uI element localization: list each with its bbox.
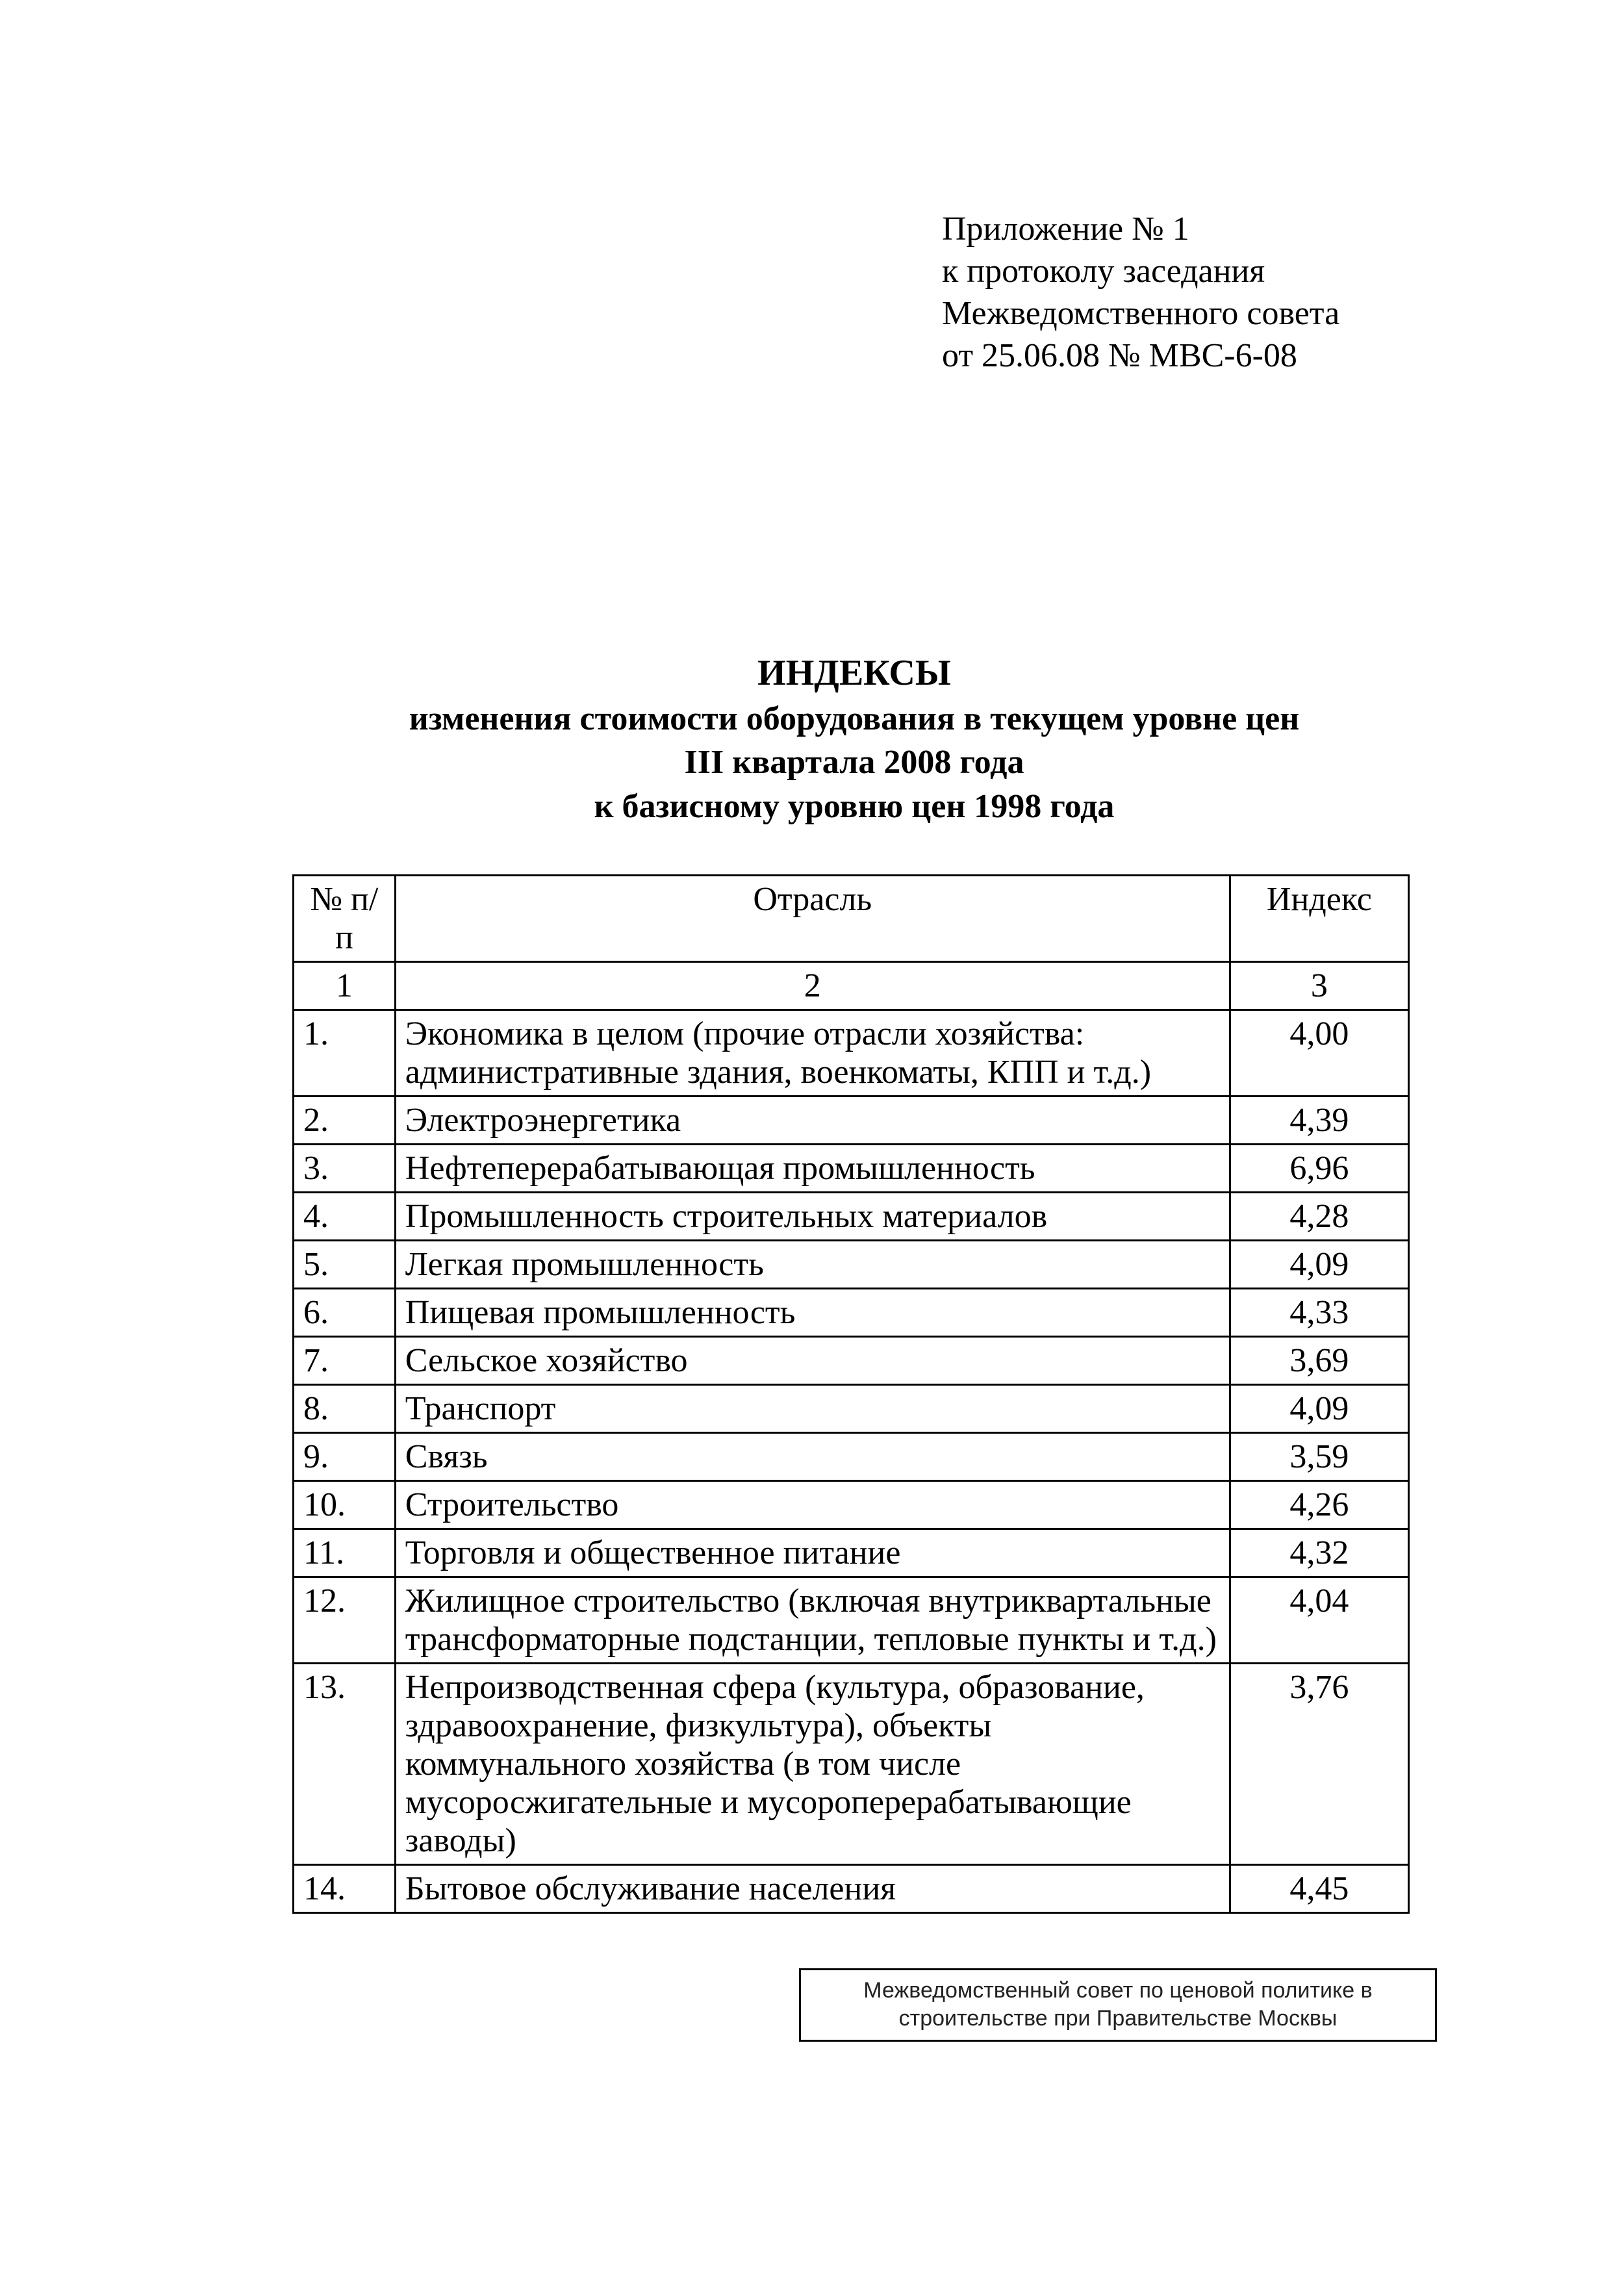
- cell-number: 10.: [294, 1480, 396, 1529]
- table-row: 10. Строительство 4,26: [294, 1480, 1409, 1529]
- cell-index: 4,00: [1230, 1009, 1408, 1096]
- cell-index: 4,28: [1230, 1192, 1408, 1240]
- cell-index: 3,59: [1230, 1432, 1408, 1480]
- appendix-line: Межведомственного совета: [942, 292, 1416, 335]
- cell-industry: Электроэнергетика: [395, 1096, 1230, 1144]
- table-row: 8. Транспорт 4,09: [294, 1384, 1409, 1432]
- cell-number: 9.: [294, 1432, 396, 1480]
- col-header-industry: Отрасль: [395, 875, 1230, 961]
- appendix-header: Приложение № 1 к протоколу заседания Меж…: [942, 208, 1416, 377]
- table-row: 6. Пищевая промышленность 4,33: [294, 1288, 1409, 1336]
- title-line: ИНДЕКСЫ: [292, 650, 1416, 697]
- table-row: 7. Сельское хозяйство 3,69: [294, 1336, 1409, 1384]
- cell-index: 4,33: [1230, 1288, 1408, 1336]
- subheader-cell: 2: [395, 961, 1230, 1009]
- cell-number: 2.: [294, 1096, 396, 1144]
- cell-industry: Пищевая промышленность: [395, 1288, 1230, 1336]
- appendix-line: от 25.06.08 № МВС-6-08: [942, 335, 1416, 377]
- cell-industry: Строительство: [395, 1480, 1230, 1529]
- cell-number: 13.: [294, 1663, 396, 1864]
- table-row: 9. Связь 3,59: [294, 1432, 1409, 1480]
- cell-industry: Транспорт: [395, 1384, 1230, 1432]
- cell-number: 7.: [294, 1336, 396, 1384]
- cell-index: 4,45: [1230, 1864, 1408, 1912]
- subheader-cell: 3: [1230, 961, 1408, 1009]
- table-row: 4. Промышленность строительных материало…: [294, 1192, 1409, 1240]
- table-row: 2. Электроэнергетика 4,39: [294, 1096, 1409, 1144]
- cell-number: 4.: [294, 1192, 396, 1240]
- cell-index: 4,09: [1230, 1384, 1408, 1432]
- cell-industry: Нефтеперерабатывающая промышленность: [395, 1144, 1230, 1192]
- table-row: 11. Торговля и общественное питание 4,32: [294, 1529, 1409, 1577]
- cell-number: 1.: [294, 1009, 396, 1096]
- subheader-cell: 1: [294, 961, 396, 1009]
- cell-industry: Легкая промышленность: [395, 1240, 1230, 1288]
- title-line: изменения стоимости оборудования в текущ…: [292, 697, 1416, 741]
- cell-industry: Промышленность строительных материалов: [395, 1192, 1230, 1240]
- cell-index: 4,26: [1230, 1480, 1408, 1529]
- footer-stamp: Межведомственный совет по ценовой полити…: [799, 1968, 1437, 2042]
- cell-index: 3,76: [1230, 1663, 1408, 1864]
- cell-index: 6,96: [1230, 1144, 1408, 1192]
- cell-number: 11.: [294, 1529, 396, 1577]
- cell-industry: Экономика в целом (прочие отрасли хозяйс…: [395, 1009, 1230, 1096]
- table-row: 5. Легкая промышленность 4,09: [294, 1240, 1409, 1288]
- table-header-row: № п/п Отрасль Индекс: [294, 875, 1409, 961]
- index-table: № п/п Отрасль Индекс 1 2 3 1. Экономика …: [292, 874, 1410, 1914]
- stamp-line: Межведомственный совет по ценовой полити…: [806, 1977, 1430, 2005]
- cell-number: 14.: [294, 1864, 396, 1912]
- cell-number: 5.: [294, 1240, 396, 1288]
- cell-industry: Жилищное строительство (включая внутрикв…: [395, 1577, 1230, 1663]
- appendix-line: Приложение № 1: [942, 208, 1416, 250]
- cell-number: 8.: [294, 1384, 396, 1432]
- cell-industry: Связь: [395, 1432, 1230, 1480]
- table-row: 3. Нефтеперерабатывающая промышленность …: [294, 1144, 1409, 1192]
- cell-industry: Сельское хозяйство: [395, 1336, 1230, 1384]
- cell-number: 3.: [294, 1144, 396, 1192]
- cell-industry: Непроизводственная сфера (культура, обра…: [395, 1663, 1230, 1864]
- appendix-line: к протоколу заседания: [942, 250, 1416, 292]
- cell-number: 12.: [294, 1577, 396, 1663]
- cell-index: 4,39: [1230, 1096, 1408, 1144]
- title-line: к базисному уровню цен 1998 года: [292, 785, 1416, 829]
- table-row: 13. Непроизводственная сфера (культура, …: [294, 1663, 1409, 1864]
- document-page: Приложение № 1 к протоколу заседания Меж…: [0, 0, 1624, 2284]
- table-row: 12. Жилищное строительство (включая внут…: [294, 1577, 1409, 1663]
- table-subheader-row: 1 2 3: [294, 961, 1409, 1009]
- title-line: III квартала 2008 года: [292, 741, 1416, 785]
- cell-index: 4,09: [1230, 1240, 1408, 1288]
- table-body: 1. Экономика в целом (прочие отрасли хоз…: [294, 1009, 1409, 1912]
- cell-industry: Бытовое обслуживание населения: [395, 1864, 1230, 1912]
- cell-number: 6.: [294, 1288, 396, 1336]
- cell-index: 4,04: [1230, 1577, 1408, 1663]
- col-header-number: № п/п: [294, 875, 396, 961]
- document-title: ИНДЕКСЫ изменения стоимости оборудования…: [292, 650, 1416, 829]
- col-header-index: Индекс: [1230, 875, 1408, 961]
- cell-index: 3,69: [1230, 1336, 1408, 1384]
- table-row: 1. Экономика в целом (прочие отрасли хоз…: [294, 1009, 1409, 1096]
- table-row: 14. Бытовое обслуживание населения 4,45: [294, 1864, 1409, 1912]
- cell-industry: Торговля и общественное питание: [395, 1529, 1230, 1577]
- stamp-line: строительстве при Правительстве Москвы: [806, 2005, 1430, 2033]
- cell-index: 4,32: [1230, 1529, 1408, 1577]
